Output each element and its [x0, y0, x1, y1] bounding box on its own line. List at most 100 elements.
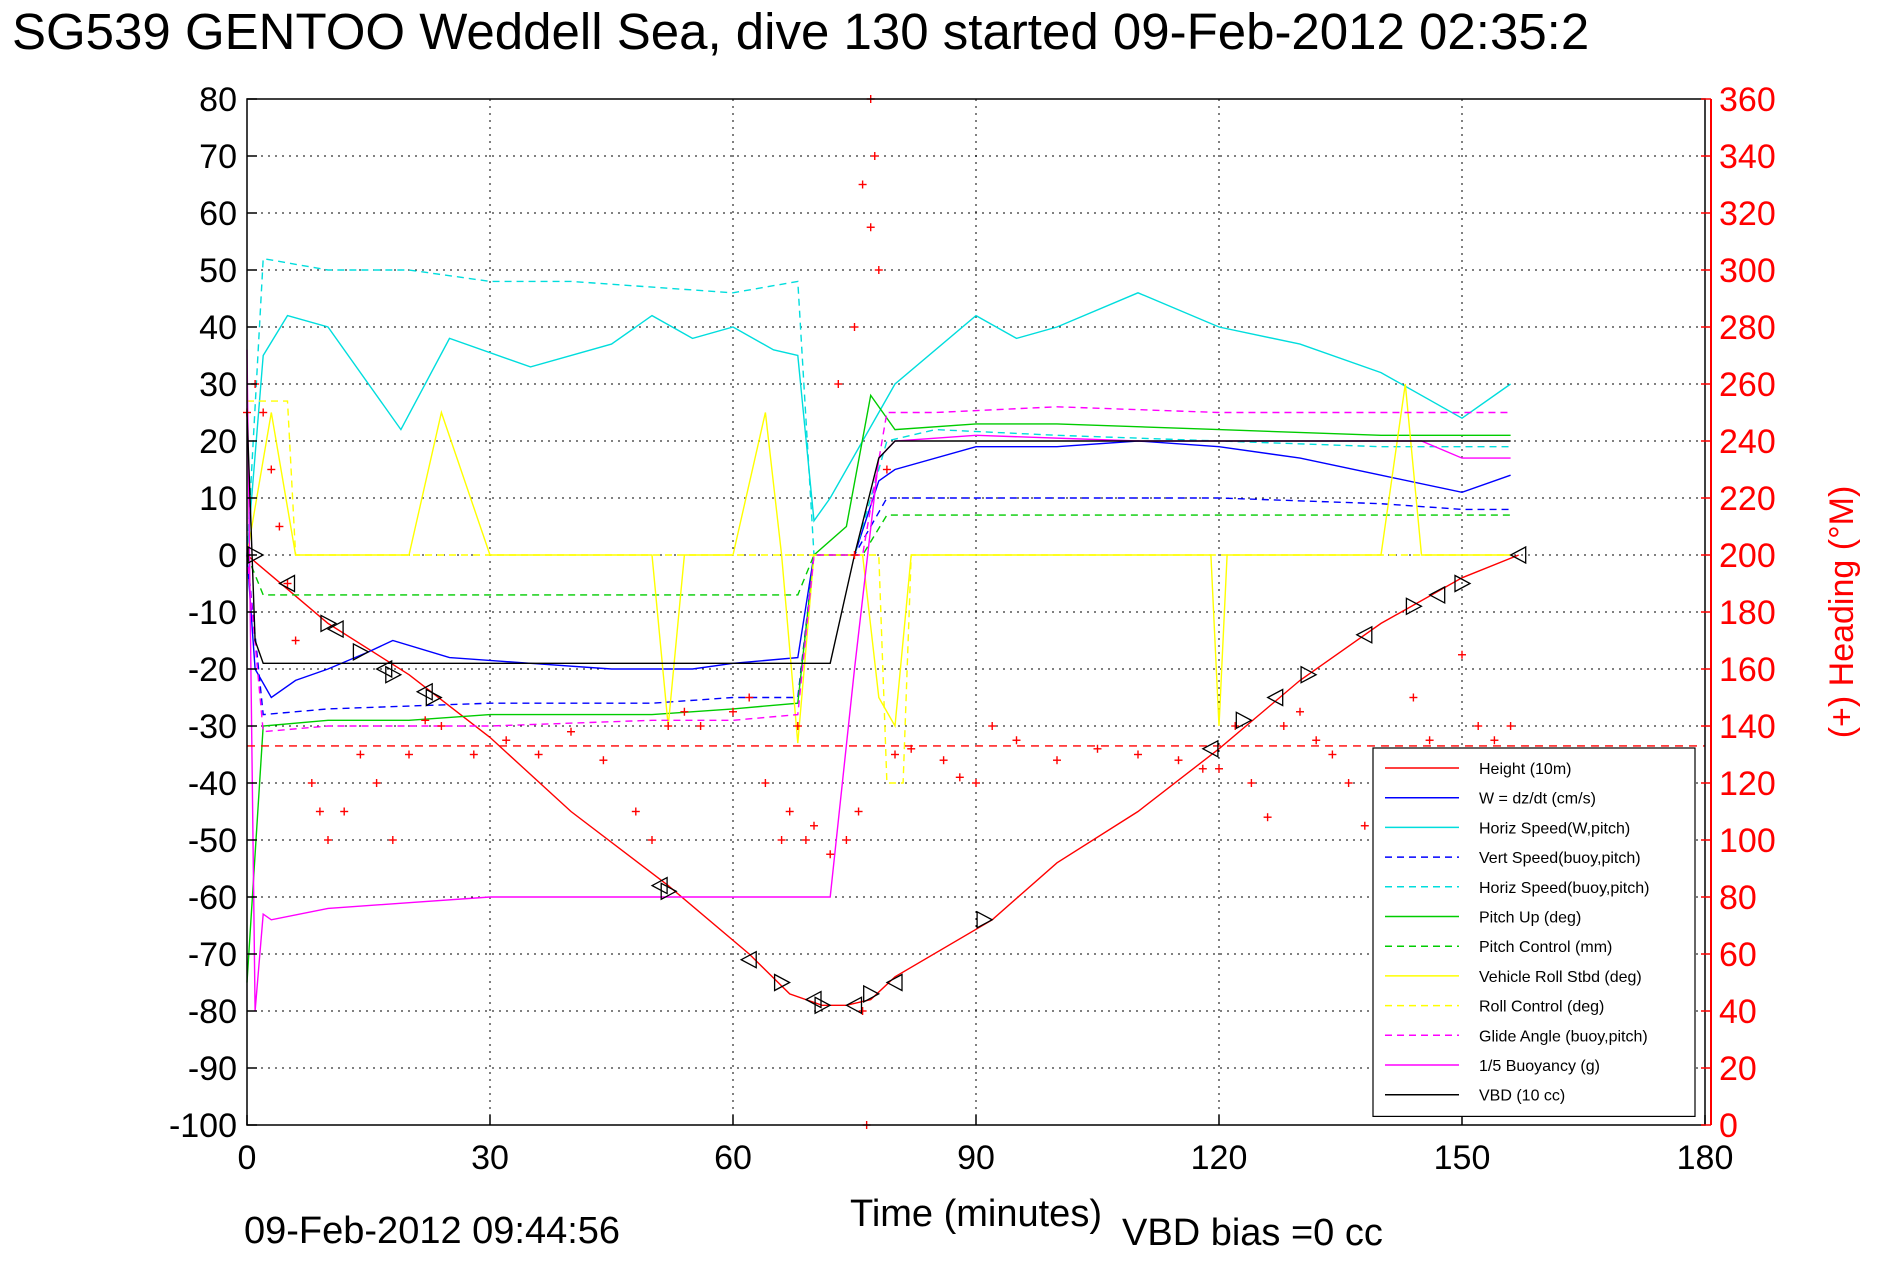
triangle-marker — [1201, 739, 1219, 758]
triangle-marker — [425, 688, 443, 707]
y2-tick-label: 300 — [1719, 252, 1776, 290]
triangle-marker — [1355, 625, 1373, 644]
heading-point — [826, 850, 835, 859]
y-tick-label: -40 — [188, 765, 237, 803]
triangle-marker — [1300, 665, 1318, 684]
y2-tick-label: 160 — [1719, 651, 1776, 689]
triangle-marker — [1509, 545, 1527, 565]
heading-point — [761, 779, 770, 787]
heading-point — [283, 579, 292, 588]
y-tick-label: 80 — [199, 81, 237, 119]
heading-point — [1312, 736, 1321, 745]
heading-point — [340, 807, 349, 816]
axes: 0 30 60 90 120 150 18080706050403020100-10-20-… — [169, 81, 1776, 1177]
x-tick-label: 0 — [238, 1139, 257, 1177]
heading-point — [315, 807, 324, 816]
triangle-marker — [326, 620, 344, 639]
legend-entry: Horiz Speed(W,pitch) — [1479, 820, 1630, 837]
heading-point — [534, 750, 543, 759]
heading-point — [567, 727, 575, 736]
y-tick-label: -10 — [188, 594, 237, 632]
y2-tick-label: 260 — [1719, 366, 1776, 404]
plot-timestamp: 09-Feb-2012 09:44:56 — [244, 1210, 621, 1252]
heading-point — [793, 722, 802, 730]
heading-point — [502, 736, 511, 745]
legend-entry: Pitch Control (mm) — [1479, 939, 1612, 956]
triangle-marker — [1266, 688, 1284, 707]
y-tick-label: 20 — [199, 423, 237, 461]
y-tick-label: -90 — [188, 1050, 237, 1088]
heading-point — [469, 750, 478, 759]
heading-point — [1458, 650, 1466, 659]
heading-point — [648, 836, 656, 844]
series-layer — [246, 257, 1519, 1012]
heading-point — [664, 722, 673, 730]
y-tick-label: -70 — [188, 936, 237, 974]
legend: Height (10m) W = dz/dt (cm/s) Horiz Speed(… — [1372, 747, 1696, 1117]
legend-entry: Horiz Speed(buoy,pitch) — [1479, 880, 1649, 897]
triangle-marker — [976, 910, 994, 929]
series-line-6 — [246, 514, 1511, 596]
heading-point — [1279, 722, 1288, 730]
y-tick-label: 50 — [199, 252, 237, 290]
heading-point — [1474, 722, 1483, 730]
triangle-marker — [650, 876, 668, 895]
heading-point — [1328, 750, 1337, 759]
heading-point — [1344, 779, 1353, 787]
heading-point — [631, 807, 640, 816]
heading-point — [729, 707, 737, 716]
legend-entry: VBD (10 cc) — [1479, 1088, 1565, 1105]
heading-point — [405, 750, 413, 759]
y-tick-label: 0 — [218, 537, 237, 575]
y2-tick-label: 220 — [1719, 480, 1776, 518]
heading-point — [1174, 756, 1183, 765]
y-tick-label: -60 — [188, 879, 237, 917]
y2-tick-label: 340 — [1719, 138, 1776, 176]
legend-entry: Roll Control (deg) — [1479, 999, 1604, 1016]
triangle-marker — [320, 614, 338, 633]
y2-tick-label: 80 — [1719, 879, 1757, 917]
legend-entry: Vert Speed(buoy,pitch) — [1479, 850, 1641, 867]
y2-tick-label: 0 — [1719, 1107, 1738, 1145]
legend-entry: 1/5 Buoyancy (g) — [1479, 1058, 1600, 1075]
x-tick-label: 30 — [471, 1139, 509, 1177]
triangle-marker — [885, 973, 903, 992]
heading-point — [842, 836, 851, 844]
y2-tick-label: 280 — [1719, 309, 1776, 347]
triangle-marker — [739, 950, 757, 969]
triangle-marker — [1235, 711, 1253, 730]
heading-point — [291, 636, 300, 645]
heading-spike-point — [858, 1007, 867, 1015]
heading-point — [372, 779, 381, 787]
legend-entry: W = dz/dt (cm/s) — [1479, 791, 1596, 808]
triangle-marker — [773, 973, 791, 992]
y2-axis-label: (+) Heading (°M) — [1823, 486, 1861, 739]
heading-point — [259, 408, 268, 417]
heading-point — [874, 266, 883, 274]
y2-tick-label: 180 — [1719, 594, 1776, 632]
heading-point — [388, 836, 397, 844]
series-line-2 — [246, 292, 1512, 556]
series-line-1 — [246, 440, 1511, 699]
y2-tick-label: 140 — [1719, 708, 1776, 746]
legend-entry: Vehicle Roll Stbd (deg) — [1479, 969, 1642, 986]
y2-tick-label: 200 — [1719, 537, 1776, 575]
heading-point — [850, 323, 859, 331]
heading-point — [324, 836, 332, 844]
heading-point — [307, 779, 316, 787]
heading-point — [1360, 821, 1369, 830]
heading-layer — [243, 95, 1705, 1129]
x-tick-label: 90 — [957, 1139, 995, 1177]
vbd-bias-note: VBD bias =0 cc — [1122, 1212, 1383, 1254]
y2-tick-label: 320 — [1719, 195, 1776, 233]
triangle-marker — [660, 882, 678, 901]
heading-point — [1506, 722, 1515, 730]
heading-point — [939, 756, 948, 765]
triangle-marker — [278, 574, 296, 593]
heading-point — [267, 465, 276, 474]
heading-point — [1053, 756, 1061, 765]
heading-point — [955, 773, 964, 782]
heading-point — [1263, 813, 1272, 822]
y-tick-label: -80 — [188, 993, 237, 1031]
